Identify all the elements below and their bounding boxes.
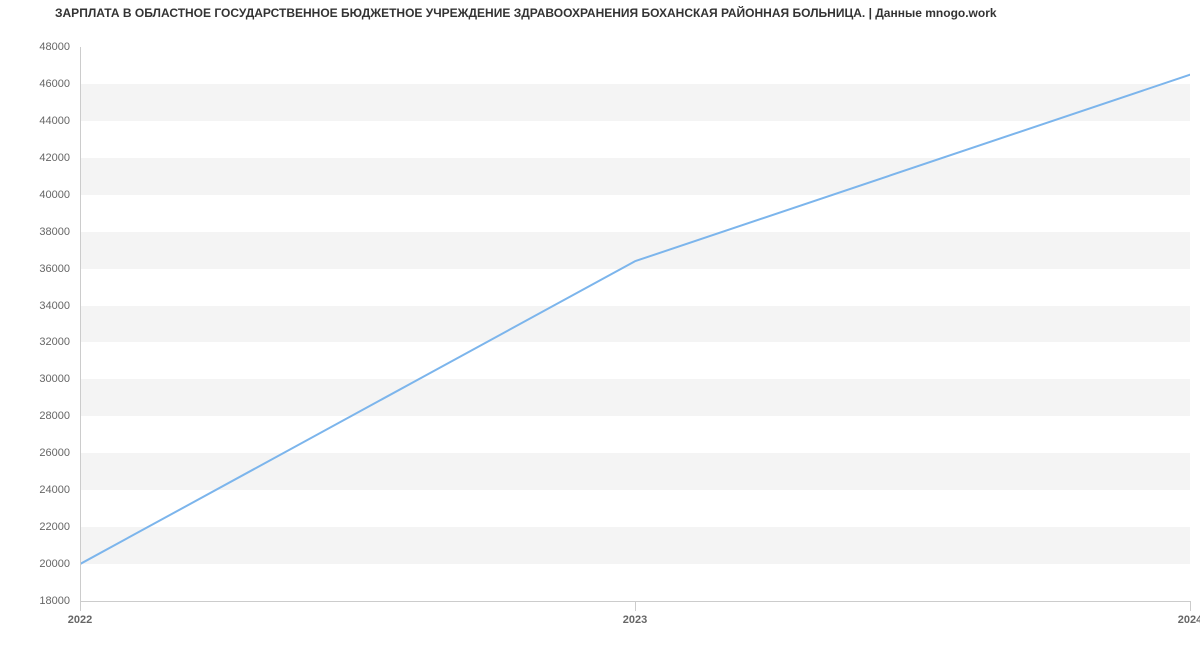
series-line-salary: [80, 75, 1190, 564]
y-tick-label: 28000: [35, 410, 70, 422]
x-tick-mark: [80, 601, 81, 611]
chart-title: ЗАРПЛАТА В ОБЛАСТНОЕ ГОСУДАРСТВЕННОЕ БЮД…: [55, 6, 997, 20]
y-tick-label: 26000: [35, 447, 70, 459]
y-axis-line: [80, 47, 81, 601]
salary-line-chart: ЗАРПЛАТА В ОБЛАСТНОЕ ГОСУДАРСТВЕННОЕ БЮД…: [0, 0, 1200, 650]
plot-area: [80, 47, 1190, 601]
x-tick-label: 2023: [623, 614, 647, 626]
y-tick-label: 48000: [35, 41, 70, 53]
y-tick-label: 36000: [35, 263, 70, 275]
y-tick-label: 42000: [35, 152, 70, 164]
x-tick-mark: [635, 601, 636, 611]
y-tick-label: 18000: [35, 595, 70, 607]
x-tick-label: 2022: [68, 614, 92, 626]
y-tick-label: 44000: [35, 115, 70, 127]
y-tick-label: 22000: [35, 521, 70, 533]
x-tick-mark: [1190, 601, 1191, 611]
y-tick-label: 40000: [35, 189, 70, 201]
line-layer: [80, 47, 1190, 601]
x-tick-label: 2024: [1178, 614, 1200, 626]
y-tick-label: 32000: [35, 336, 70, 348]
y-tick-label: 30000: [35, 373, 70, 385]
y-tick-label: 46000: [35, 78, 70, 90]
y-tick-label: 34000: [35, 300, 70, 312]
y-tick-label: 24000: [35, 484, 70, 496]
y-tick-label: 20000: [35, 558, 70, 570]
y-tick-label: 38000: [35, 226, 70, 238]
